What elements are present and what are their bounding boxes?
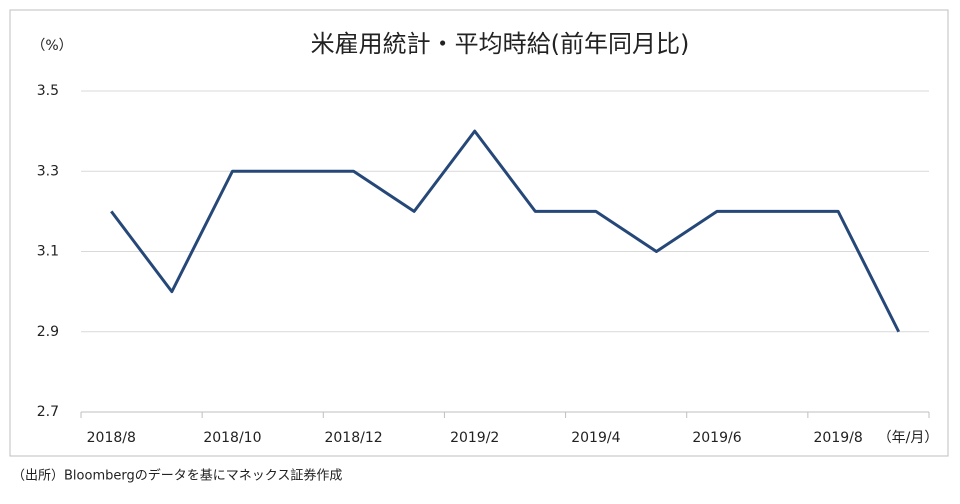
x-tick-label: 2018/10 [203, 430, 261, 446]
y-tick-label: 3.3 [37, 163, 59, 179]
x-tick-label: 2019/4 [571, 430, 620, 446]
x-tick-label: 2019/2 [450, 430, 499, 446]
x-tick-label: 2019/8 [814, 430, 863, 446]
x-tick-label: 2018/8 [87, 430, 136, 446]
data-line [110, 129, 901, 333]
y-tick-label: 2.9 [37, 324, 59, 340]
y-tick-label: 2.7 [37, 404, 59, 420]
chart-frame [9, 9, 949, 457]
x-unit: （年/月） [878, 430, 939, 446]
source-note: （出所）Bloombergのデータを基にマネックス証券作成 [12, 468, 342, 484]
y-tick-label: 3.1 [37, 244, 59, 260]
y-tick-label: 3.5 [37, 83, 59, 99]
x-tick-label: 2019/6 [692, 430, 741, 446]
x-tick-label: 2018/12 [324, 430, 382, 446]
chart-title: 米雇用統計・平均時給(前年同月比) [311, 30, 690, 58]
y-unit: （%） [31, 38, 72, 54]
